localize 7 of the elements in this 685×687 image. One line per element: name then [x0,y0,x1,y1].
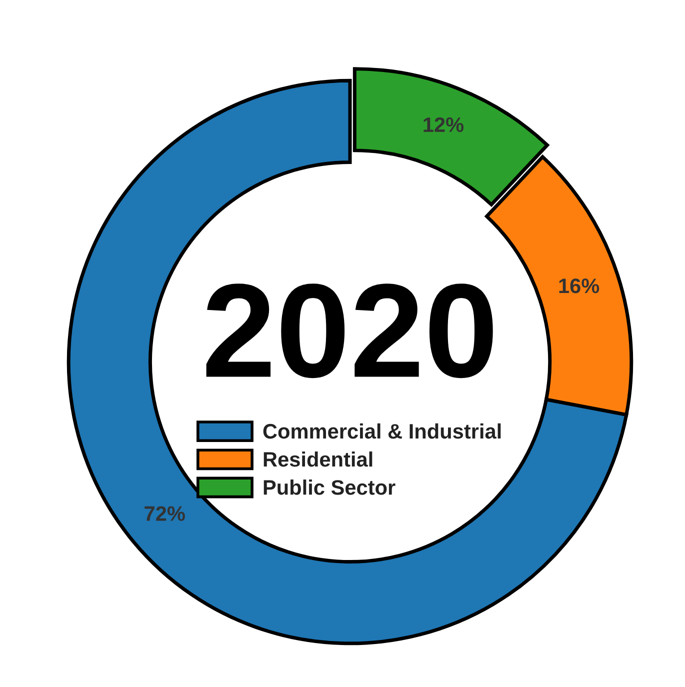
data-label: 16% [559,278,600,294]
data-label: 12% [424,117,464,132]
legend-label: Public Sector [264,480,396,495]
text: 2020 [206,284,493,378]
data-label: 72% [144,506,185,521]
legend-label: Commercial & Industrial [263,423,501,439]
legend-label: Residential [264,451,372,467]
